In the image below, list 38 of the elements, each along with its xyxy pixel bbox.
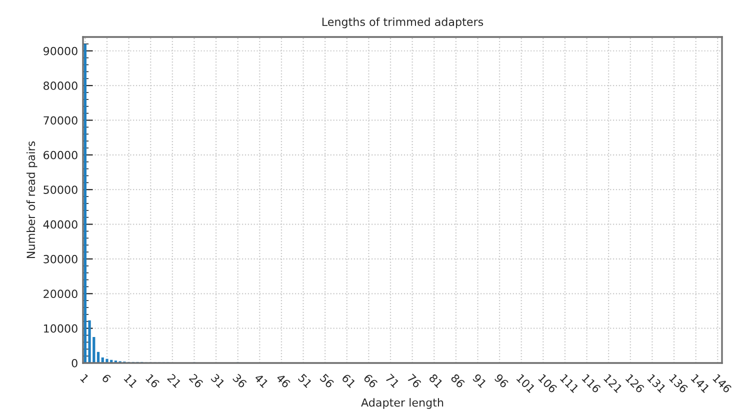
y-tick-label: 50000 <box>44 186 78 194</box>
x-tick-label: 126 <box>625 374 645 394</box>
y-tick-label: 30000 <box>44 254 78 264</box>
y-tick-label: 70000 <box>44 116 78 125</box>
x-tick-label: 76 <box>406 374 422 388</box>
x-tick-label: 6 <box>101 373 112 384</box>
x-tick-label: 146 <box>712 374 732 394</box>
y-tick-label: 90000 <box>43 46 78 56</box>
y-tick-label: 40000 <box>43 220 78 229</box>
x-tick-label: 11 <box>124 374 138 388</box>
x-tick-label: 41 <box>254 373 269 388</box>
x-tick-label: 1 <box>80 374 90 383</box>
x-tick-label: 136 <box>668 374 688 394</box>
x-tick-label: 96 <box>494 373 509 388</box>
y-tick-label: 20000 <box>44 290 78 298</box>
x-tick-label: 91 <box>472 373 487 388</box>
x-tick-label: 116 <box>582 374 602 394</box>
y-tick-label: 10000 <box>44 324 78 333</box>
y-tick-label: 80000 <box>44 82 78 90</box>
x-tick-label: 31 <box>210 373 226 388</box>
y-tick-label: 0 <box>72 358 78 368</box>
x-tick-label: 16 <box>145 374 160 388</box>
x-tick-label: 81 <box>428 373 444 388</box>
x-tick-label: 86 <box>450 373 466 388</box>
y-tick-label: 60000 <box>44 150 78 160</box>
chart-title: Lengths of trimmed adapters <box>322 17 484 28</box>
x-tick-label: 61 <box>341 373 356 388</box>
x-tick-label: 51 <box>298 374 312 388</box>
x-tick-label: 46 <box>276 373 291 388</box>
x-tick-label: 106 <box>538 374 558 394</box>
x-tick-label: 26 <box>188 373 204 388</box>
x-tick-label: 71 <box>385 374 400 388</box>
x-tick-label: 36 <box>232 373 248 388</box>
x-tick-label: 21 <box>167 373 182 388</box>
x-tick-label: 66 <box>363 373 378 388</box>
x-axis-title: Adapter length <box>361 398 444 409</box>
y-axis-title: Number of read pairs <box>26 141 38 258</box>
x-tick-label: 56 <box>320 373 334 388</box>
